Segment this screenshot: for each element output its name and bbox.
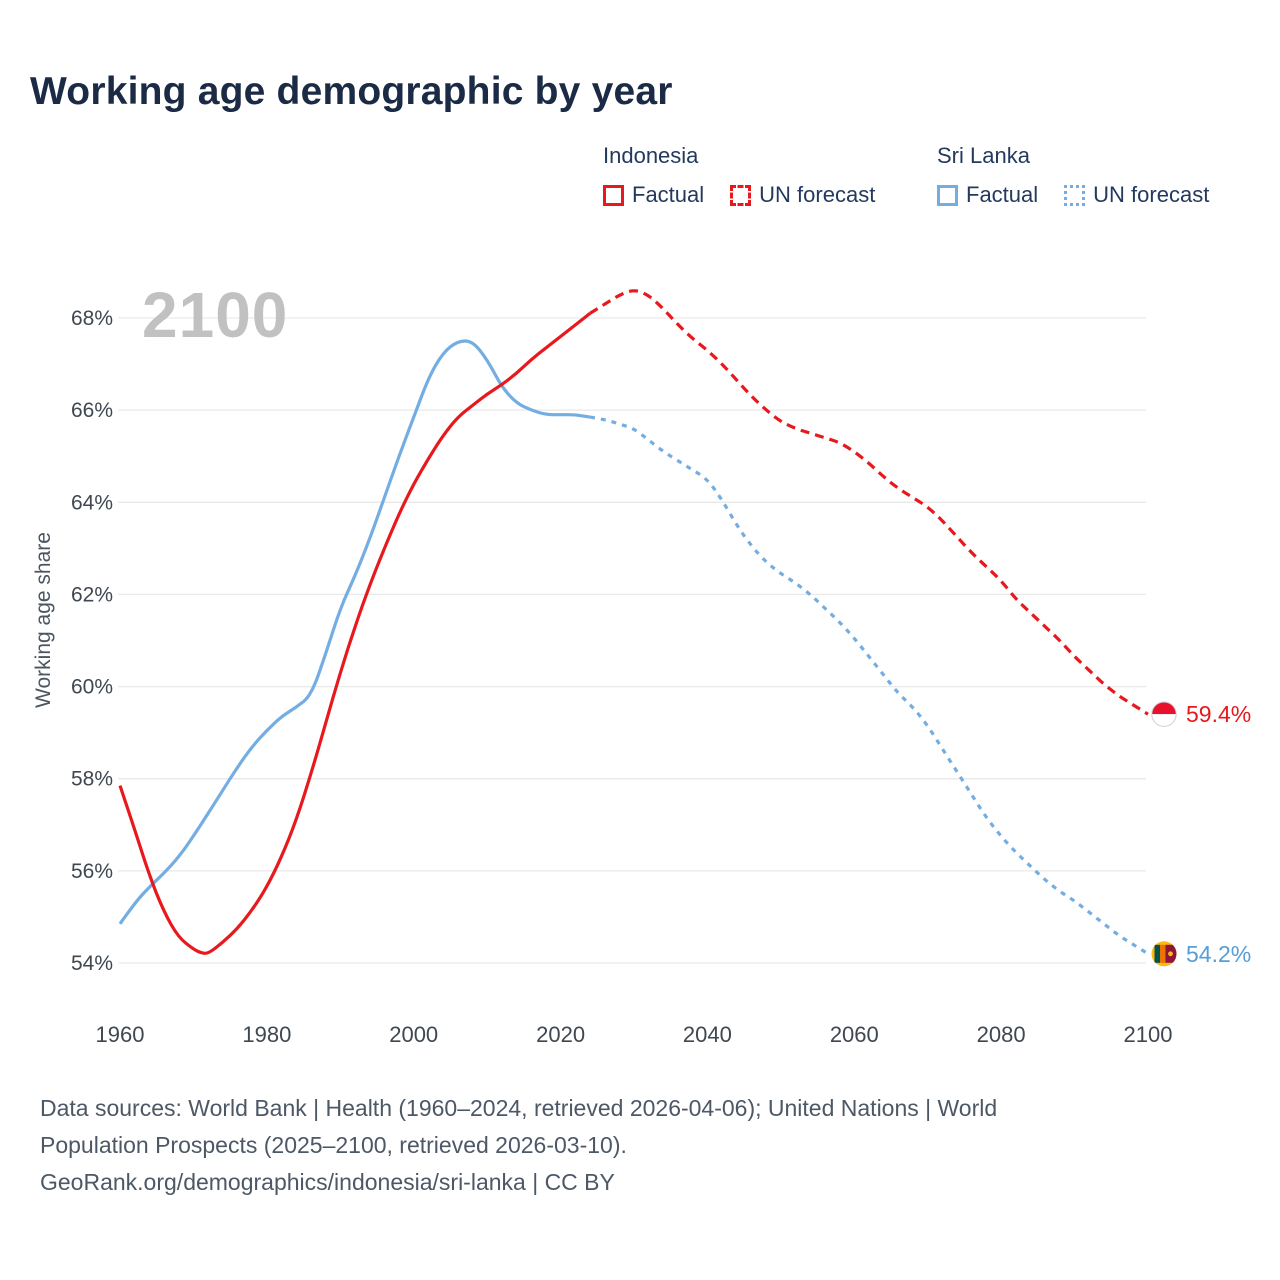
indonesia-flag-icon [1151, 701, 1177, 727]
x-tick-label: 2000 [389, 1022, 438, 1047]
legend-item-sri-lanka-factual[interactable]: Factual [937, 182, 1038, 208]
legend-item-label: Factual [966, 182, 1039, 207]
series-sri-lanka-forecast [589, 415, 1149, 956]
x-tick-label: 2080 [977, 1022, 1026, 1047]
solid-line-swatch-icon [603, 184, 624, 206]
hover-year-watermark: 2100 [142, 279, 289, 351]
y-tick-label: 62% [71, 583, 113, 606]
y-tick-label: 58% [71, 768, 113, 791]
series-indonesia-factual [118, 312, 591, 955]
dashed-line-swatch-icon [730, 184, 752, 206]
series-indonesia-forecast [589, 289, 1149, 716]
footer-line-sources-1: Data sources: World Bank | Health (1960–… [40, 1095, 998, 1121]
y-tick-label: 54% [71, 952, 113, 975]
legend-row-sri-lanka: Factual UN forecast [937, 182, 1209, 208]
x-tick-label: 2020 [536, 1022, 585, 1047]
y-tick-label: 66% [71, 399, 113, 422]
footer: Data sources: World Bank | Health (1960–… [40, 1090, 1250, 1201]
x-tick-label: 1960 [96, 1022, 145, 1047]
page-title: Working age demographic by year [30, 70, 673, 113]
y-tick-label: 68% [71, 307, 113, 330]
y-tick-label: 56% [71, 860, 113, 883]
end-label-indonesia: 59.4% [1186, 701, 1252, 727]
x-tick-label: 2060 [830, 1022, 879, 1047]
sri-lanka-flag-icon [1151, 941, 1177, 967]
x-tick-label: 2100 [1124, 1022, 1173, 1047]
legend-item-indonesia-factual[interactable]: Factual [603, 182, 704, 208]
legend-item-label: Factual [632, 182, 705, 207]
footer-line-sources-2: Population Prospects (2025–2100, retriev… [40, 1132, 627, 1158]
legend-group-indonesia: Indonesia Factual UN forecast [603, 143, 875, 208]
end-label-sri-lanka: 54.2% [1186, 941, 1252, 967]
legend-group-sri-lanka: Sri Lanka Factual UN forecast [937, 143, 1209, 208]
y-tick-label: 64% [71, 491, 113, 514]
legend-row-indonesia: Factual UN forecast [603, 182, 875, 208]
footer-line-attribution: GeoRank.org/demographics/indonesia/sri-l… [40, 1169, 615, 1195]
x-tick-label: 1980 [242, 1022, 291, 1047]
legend-item-label: UN forecast [1093, 182, 1210, 207]
indonesia-flag-ring [1151, 701, 1177, 727]
legend-country-indonesia: Indonesia [603, 143, 699, 168]
series-sri-lanka-factual [118, 339, 591, 925]
y-tick-label: 60% [71, 676, 113, 699]
legend-item-label: UN forecast [759, 182, 876, 207]
legend-country-sri-lanka: Sri Lanka [937, 143, 1030, 168]
x-tick-label: 2040 [683, 1022, 732, 1047]
legend-item-sri-lanka-forecast[interactable]: UN forecast [1064, 182, 1209, 208]
y-axis-title: Working age share [32, 532, 55, 708]
legend-item-indonesia-forecast[interactable]: UN forecast [730, 182, 875, 208]
dotted-line-swatch-icon [1064, 184, 1086, 206]
solid-line-swatch-icon [937, 184, 958, 206]
